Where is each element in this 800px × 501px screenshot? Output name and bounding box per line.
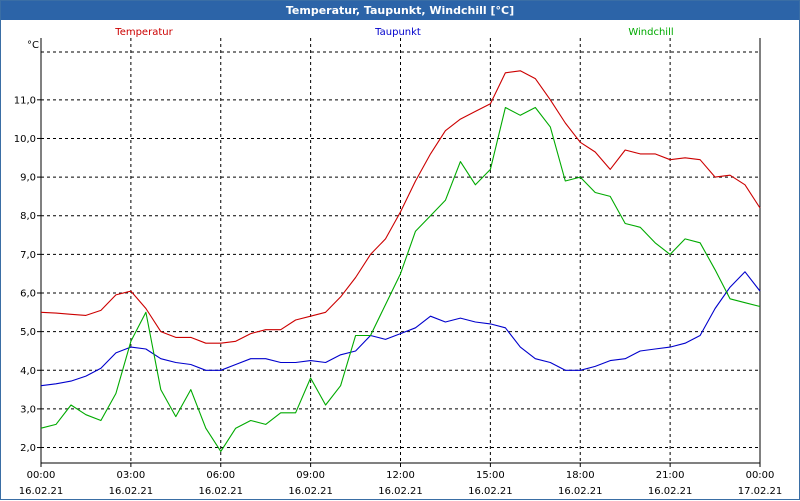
x-tick-date: 16.02.21 bbox=[19, 486, 64, 497]
x-tick-date: 17.02.21 bbox=[738, 486, 783, 497]
x-tick-time: 00:00 bbox=[746, 470, 775, 481]
y-tick-label: 2,0 bbox=[20, 443, 36, 454]
y-tick-label: 11,0 bbox=[14, 95, 36, 106]
legend-windchill: Windchill bbox=[628, 27, 673, 38]
legend-taupunkt: Taupunkt bbox=[374, 27, 421, 38]
y-tick-label: 8,0 bbox=[20, 211, 36, 222]
y-tick-label: 4,0 bbox=[20, 366, 36, 377]
x-tick-time: 21:00 bbox=[656, 470, 685, 481]
y-tick-label: 3,0 bbox=[20, 404, 36, 415]
series-line-temperatur bbox=[40, 70, 761, 344]
series-line-windchill bbox=[40, 106, 761, 452]
x-tick-date: 16.02.21 bbox=[648, 486, 693, 497]
x-tick-time: 15:00 bbox=[476, 470, 505, 481]
x-tick-date: 16.02.21 bbox=[109, 486, 154, 497]
x-tick-time: 12:00 bbox=[386, 470, 415, 481]
x-tick-time: 06:00 bbox=[206, 470, 235, 481]
x-tick-date: 16.02.21 bbox=[558, 486, 603, 497]
x-tick-date: 16.02.21 bbox=[288, 486, 333, 497]
x-tick-time: 03:00 bbox=[116, 470, 145, 481]
y-tick-label: 6,0 bbox=[20, 289, 36, 300]
y-tick-label: 10,0 bbox=[14, 134, 36, 145]
y-axis-label: °C bbox=[27, 40, 39, 51]
legend-temperatur: Temperatur bbox=[114, 27, 173, 38]
y-tick-label: 5,0 bbox=[20, 327, 36, 338]
y-tick-label: 9,0 bbox=[20, 173, 36, 184]
x-tick-time: 18:00 bbox=[566, 470, 595, 481]
x-tick-date: 16.02.21 bbox=[378, 486, 423, 497]
x-tick-time: 00:00 bbox=[27, 470, 56, 481]
x-tick-time: 09:00 bbox=[296, 470, 325, 481]
y-tick-label: 7,0 bbox=[20, 250, 36, 261]
series-line-taupunkt bbox=[40, 271, 761, 387]
x-tick-date: 16.02.21 bbox=[468, 486, 513, 497]
x-tick-date: 16.02.21 bbox=[198, 486, 243, 497]
chart-title: Temperatur, Taupunkt, Windchill [°C] bbox=[1, 1, 799, 20]
